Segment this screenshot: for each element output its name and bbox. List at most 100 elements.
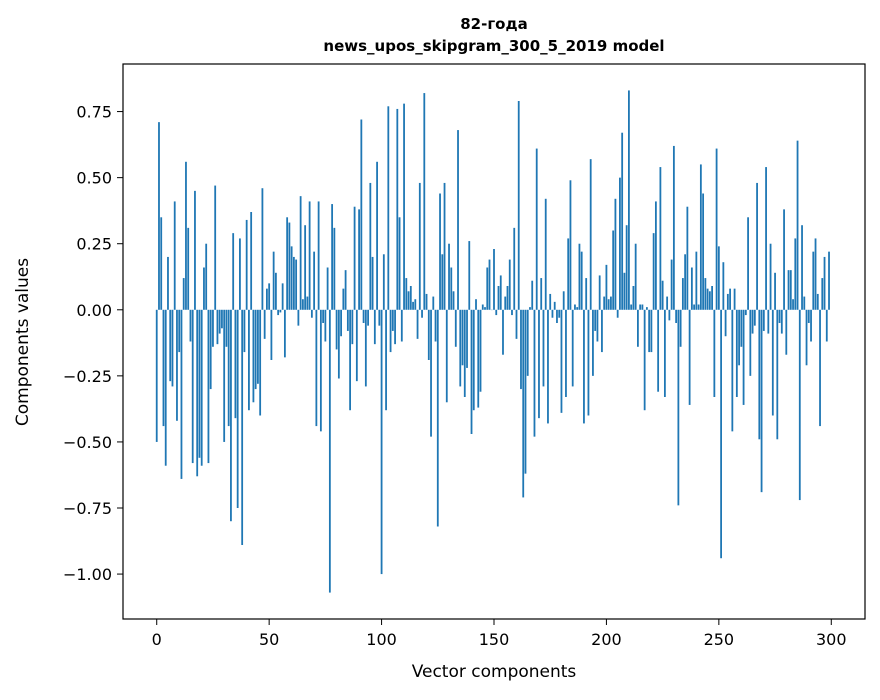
bar bbox=[745, 310, 747, 315]
x-tick-label: 100 bbox=[366, 630, 397, 649]
bar bbox=[603, 297, 605, 310]
y-tick-label: 0.25 bbox=[76, 235, 112, 254]
bar bbox=[761, 310, 763, 492]
bar bbox=[754, 310, 756, 326]
bar bbox=[817, 294, 819, 310]
bar bbox=[421, 310, 423, 318]
bar bbox=[338, 310, 340, 379]
bar bbox=[734, 289, 736, 310]
bar bbox=[489, 260, 491, 310]
bar bbox=[473, 310, 475, 410]
bar bbox=[194, 191, 196, 310]
y-axis-label: Components values bbox=[13, 258, 33, 426]
bar bbox=[365, 310, 367, 387]
bar bbox=[446, 310, 448, 403]
bar bbox=[480, 310, 482, 392]
bar bbox=[821, 278, 823, 310]
bar bbox=[648, 310, 650, 352]
y-tick-label: −1.00 bbox=[63, 565, 112, 584]
chart-subtitle: news_upos_skipgram_300_5_2019 model bbox=[323, 37, 664, 55]
bar bbox=[464, 310, 466, 397]
bar bbox=[358, 209, 360, 309]
bar bbox=[691, 268, 693, 310]
bar bbox=[718, 246, 720, 309]
bar bbox=[686, 207, 688, 310]
bar bbox=[716, 149, 718, 310]
bar bbox=[385, 310, 387, 410]
bar bbox=[378, 310, 380, 326]
bar bbox=[740, 310, 742, 347]
bar bbox=[606, 265, 608, 310]
bar bbox=[633, 286, 635, 310]
bar bbox=[333, 228, 335, 310]
bar bbox=[437, 310, 439, 527]
bar bbox=[522, 310, 524, 498]
bar bbox=[457, 130, 459, 310]
bar bbox=[619, 178, 621, 310]
bar bbox=[320, 310, 322, 432]
bar bbox=[765, 167, 767, 310]
bar bbox=[549, 294, 551, 310]
bar bbox=[554, 302, 556, 310]
bar bbox=[682, 278, 684, 310]
bar bbox=[288, 223, 290, 310]
bar bbox=[181, 310, 183, 479]
bar bbox=[284, 310, 286, 358]
bar bbox=[228, 310, 230, 426]
bar bbox=[223, 310, 225, 442]
bar bbox=[628, 90, 630, 309]
bar bbox=[552, 310, 554, 318]
x-tick-label: 150 bbox=[479, 630, 510, 649]
bar bbox=[466, 310, 468, 368]
bar bbox=[666, 297, 668, 310]
x-axis-label: Vector components bbox=[412, 662, 577, 682]
bar bbox=[167, 257, 169, 310]
bar bbox=[720, 310, 722, 558]
bar bbox=[538, 310, 540, 418]
bar bbox=[617, 310, 619, 318]
bar bbox=[345, 270, 347, 310]
bar bbox=[752, 310, 754, 334]
bar bbox=[387, 106, 389, 310]
bar bbox=[747, 217, 749, 309]
bar bbox=[572, 310, 574, 387]
bar bbox=[655, 201, 657, 309]
bar bbox=[453, 291, 455, 310]
bar bbox=[588, 310, 590, 416]
bar bbox=[561, 310, 563, 413]
bar bbox=[693, 305, 695, 310]
bar bbox=[527, 310, 529, 376]
bar bbox=[468, 241, 470, 310]
bar bbox=[313, 252, 315, 310]
bar bbox=[608, 299, 610, 310]
bar bbox=[369, 183, 371, 310]
bar bbox=[309, 201, 311, 309]
bar bbox=[293, 257, 295, 310]
x-tick-label: 250 bbox=[704, 630, 735, 649]
bar bbox=[601, 310, 603, 352]
bar bbox=[563, 291, 565, 310]
bar bbox=[585, 278, 587, 310]
bar bbox=[756, 183, 758, 310]
bar bbox=[680, 310, 682, 347]
bar bbox=[286, 217, 288, 309]
y-tick-label: −0.75 bbox=[63, 499, 112, 518]
bar bbox=[232, 233, 234, 310]
bar bbox=[178, 310, 180, 352]
bar bbox=[673, 146, 675, 310]
bar bbox=[271, 310, 273, 360]
bar bbox=[713, 310, 715, 397]
bar bbox=[536, 149, 538, 310]
bar bbox=[783, 209, 785, 309]
bar bbox=[428, 310, 430, 360]
bar bbox=[390, 310, 392, 352]
bar bbox=[612, 231, 614, 310]
bar bbox=[259, 310, 261, 416]
bar bbox=[657, 310, 659, 392]
bar bbox=[570, 180, 572, 309]
bar bbox=[414, 299, 416, 310]
bar bbox=[441, 254, 443, 309]
bar bbox=[677, 310, 679, 506]
bar bbox=[408, 291, 410, 310]
